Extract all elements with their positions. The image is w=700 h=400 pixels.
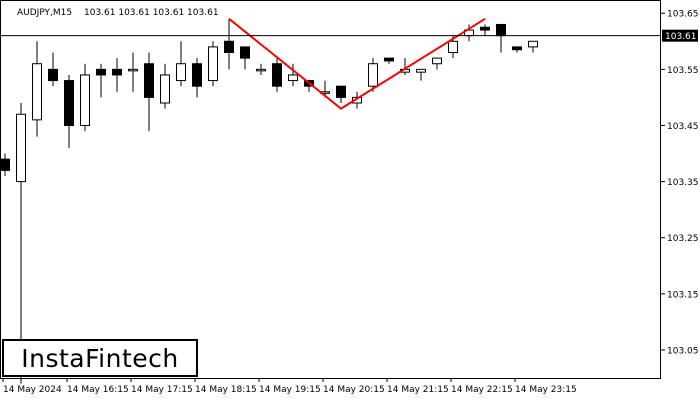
candle-body-bear: [48, 68, 58, 82]
candle: [192, 58, 202, 98]
candle: [368, 58, 378, 92]
candle-body-bear: [272, 63, 282, 87]
x-tick-label: 14 May 17:15: [131, 385, 193, 395]
candle: [528, 40, 538, 53]
candle-body-bear: [0, 158, 10, 171]
candle: [480, 24, 490, 36]
candle-body-bull: [432, 57, 442, 65]
plot-area-border: [0, 0, 661, 379]
candle-body-bull: [528, 40, 538, 48]
candle-body-bear: [336, 85, 346, 98]
y-axis: 103.65 103.55 103.45 103.35 103.25 103.15 103.…: [661, 10, 699, 356]
x-tick-label: 14 May 18:15: [195, 385, 257, 395]
candle: [256, 63, 266, 75]
candle: [224, 18, 234, 70]
x-tick-label: 14 May 21:15: [387, 385, 449, 395]
chart-ohlc-values: 103.61 103.61 103.61 103.61: [84, 8, 219, 18]
candle-body-bull: [80, 74, 90, 126]
y-tick-label: 103.35: [667, 178, 699, 188]
y-tick-label: 103.05: [667, 346, 699, 356]
candle-body-bull: [256, 68, 266, 72]
candle: [240, 46, 250, 70]
candle-body-bull: [128, 68, 138, 72]
candle: [48, 52, 58, 87]
price-axis-bg: [661, 0, 700, 400]
candle-body-bear: [96, 68, 106, 76]
double-top-pattern-line: [228, 17, 486, 110]
pattern-layer: [228, 17, 486, 110]
candle-body-bull: [416, 68, 426, 73]
candle-body-bull: [32, 63, 42, 121]
candle-body-bear: [64, 80, 74, 126]
candle: [512, 46, 522, 53]
candle: [80, 63, 90, 132]
candle-body-bear: [480, 26, 490, 31]
candle: [160, 63, 170, 109]
x-tick-label: 14 May 16:15: [67, 385, 129, 395]
candle-body-bear: [192, 63, 202, 87]
candle: [128, 52, 138, 92]
current-price-tag-label: 103.61: [665, 32, 697, 42]
chart-symbol-timeframe: AUDJPY,M15: [17, 8, 72, 18]
candle-body-bear: [240, 46, 250, 59]
candle-body-bull: [448, 40, 458, 54]
candle: [288, 63, 298, 87]
candle: [208, 41, 218, 87]
candle-body-bear: [112, 68, 122, 76]
current-price-tag-bg: [662, 29, 698, 42]
candle: [112, 58, 122, 92]
candle-body-bull: [352, 96, 362, 104]
candle-body-bull: [288, 74, 298, 82]
y-tick-label: 103.45: [667, 122, 699, 132]
candle-body-bull: [368, 63, 378, 87]
candle: [384, 57, 394, 64]
candle: [16, 103, 26, 384]
y-tick-label: 103.25: [667, 234, 699, 244]
candle: [32, 41, 42, 137]
candle-body-bull: [16, 113, 26, 183]
current-price-tag: 103.61: [662, 29, 698, 42]
candle-body-bear: [384, 57, 394, 62]
brand-logo: InstaFintech: [2, 339, 198, 377]
candle: [176, 41, 186, 87]
candle: [416, 68, 426, 81]
candle: [352, 91, 362, 109]
candle: [336, 85, 346, 104]
candle: [144, 52, 154, 132]
candle-body-bull: [208, 46, 218, 82]
candle-body-bull: [160, 74, 170, 104]
candle: [272, 58, 282, 92]
candle-body-bull: [176, 63, 186, 82]
candle-body-bear: [224, 40, 234, 54]
candle-body-bear: [496, 23, 506, 37]
candle: [0, 153, 10, 176]
candle-body-bear: [144, 63, 154, 98]
y-tick-label: 103.55: [667, 66, 699, 76]
candle: [432, 57, 442, 70]
x-tick-label: 14 May 20:15: [323, 385, 385, 395]
y-tick-label: 103.65: [667, 10, 699, 20]
candle: [64, 74, 74, 148]
candle-body-bear: [512, 46, 522, 51]
candle: [96, 63, 106, 98]
x-axis: 14 May 2024 14 May 16:15 14 May 17:15 14 Ma…: [2, 378, 577, 395]
x-tick-label: 14 May 2024: [3, 385, 62, 395]
brand-logo-text: InstaFintech: [21, 343, 179, 373]
candles-layer: [0, 18, 538, 384]
y-tick-label: 103.15: [667, 290, 699, 300]
x-tick-label: 14 May 19:15: [259, 385, 321, 395]
x-tick-label: 14 May 23:15: [515, 385, 577, 395]
x-tick-label: 14 May 22:15: [451, 385, 513, 395]
